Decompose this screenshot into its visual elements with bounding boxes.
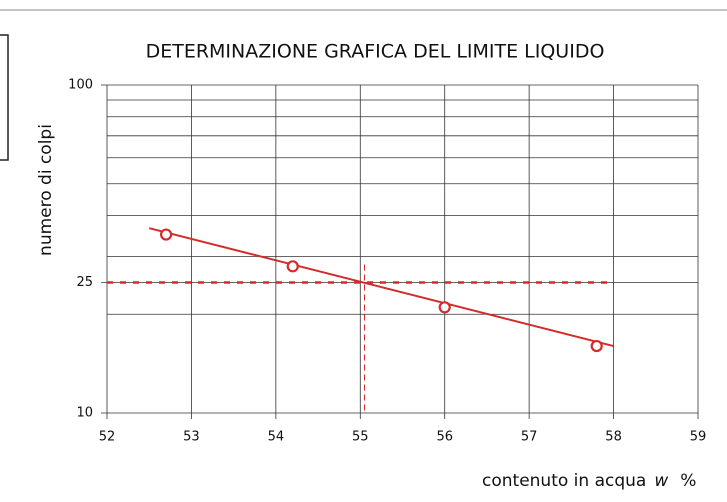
y-axis-label: numero di colpi bbox=[36, 124, 56, 256]
x-tick-label: 54 bbox=[268, 430, 285, 445]
side-box bbox=[0, 34, 9, 161]
x-label-unit: % bbox=[680, 471, 696, 491]
point bbox=[286, 260, 299, 273]
x-tick-label: 57 bbox=[521, 430, 538, 445]
point bbox=[590, 339, 603, 353]
y-tick-label: 25 bbox=[76, 275, 93, 290]
chart-title: DETERMINAZIONE GRAFICA DEL LIMITE LIQUID… bbox=[146, 41, 605, 63]
x-tick-label: 59 bbox=[690, 430, 707, 445]
x-label-text: contenuto in acqua bbox=[482, 471, 646, 491]
x-tick-label: 55 bbox=[352, 430, 369, 445]
x-tick-label: 52 bbox=[99, 430, 116, 445]
fit-line bbox=[148, 227, 614, 348]
point bbox=[160, 228, 173, 241]
point bbox=[438, 301, 451, 314]
x-label-symbol: w bbox=[654, 471, 668, 491]
y-tick-label: 100 bbox=[68, 78, 93, 93]
x-axis-label: contenuto in acqua w% bbox=[482, 471, 696, 491]
x-tick-label: 58 bbox=[605, 430, 622, 445]
y-tick-label: 10 bbox=[76, 406, 93, 421]
x-tick-label: 53 bbox=[183, 430, 200, 445]
x-tick-label: 56 bbox=[436, 430, 453, 445]
